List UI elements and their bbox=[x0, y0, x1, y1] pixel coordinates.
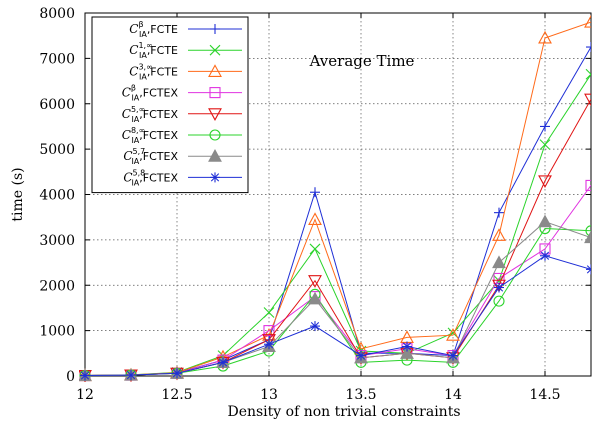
data-point bbox=[448, 350, 458, 361]
data-point bbox=[172, 368, 182, 379]
data-point bbox=[584, 14, 591, 28]
x-tick-label: 14 bbox=[444, 387, 462, 403]
data-point bbox=[538, 175, 552, 189]
data-point bbox=[493, 295, 505, 307]
data-point bbox=[402, 341, 412, 352]
data-point bbox=[310, 187, 320, 198]
series-6 bbox=[79, 222, 591, 382]
data-point bbox=[585, 225, 591, 237]
data-point bbox=[494, 207, 504, 218]
data-point bbox=[210, 24, 220, 34]
y-tick-label: 5000 bbox=[39, 142, 75, 158]
data-point bbox=[309, 243, 321, 255]
legend-item: Cβ IA,FCTEX bbox=[122, 84, 242, 103]
data-point bbox=[308, 291, 322, 305]
data-point bbox=[356, 350, 366, 361]
data-point bbox=[209, 87, 221, 99]
x-tick-label: 14.5 bbox=[529, 387, 560, 403]
data-point bbox=[539, 139, 551, 150]
data-point bbox=[585, 68, 591, 80]
data-point bbox=[218, 357, 228, 368]
y-tick-label: 8000 bbox=[39, 6, 75, 22]
data-point bbox=[264, 339, 274, 350]
legend-box bbox=[91, 16, 249, 194]
legend: Cβ IA,FCTE C1,∞ IA,FCTE C3,∞ IA,FCTE Cβ IA,FCTE… bbox=[91, 16, 249, 194]
y-tick-label: 6000 bbox=[39, 97, 75, 113]
data-point bbox=[209, 44, 221, 56]
data-point bbox=[310, 321, 320, 332]
legend-label: Cβ IA,FCTEX bbox=[122, 84, 179, 103]
legend-item: C1,∞ IA,FCTE bbox=[129, 41, 242, 60]
x-tick-label: 12.5 bbox=[161, 387, 192, 403]
legend-label: C3,∞ IA,FCTE bbox=[129, 62, 178, 81]
data-point bbox=[209, 129, 221, 141]
series-4 bbox=[79, 179, 591, 382]
data-point bbox=[585, 179, 591, 191]
data-point bbox=[584, 230, 591, 244]
y-axis-label: time (s) bbox=[10, 167, 26, 221]
data-point bbox=[540, 250, 550, 261]
legend-label: Cβ IA,FCTE bbox=[129, 20, 178, 39]
legend-label: C5,∞ IA,FCTEX bbox=[122, 105, 179, 124]
data-point bbox=[540, 121, 550, 132]
series-lines bbox=[79, 14, 591, 382]
series-8 bbox=[80, 250, 591, 381]
x-tick-label: 13 bbox=[260, 387, 278, 403]
y-tick-label: 3000 bbox=[39, 233, 75, 249]
axis-ticks: 12 12.5 13 13.5 14 14.5 0 1000 2000 3000 4000 5000 6… bbox=[39, 6, 591, 403]
legend-item: Cβ IA,FCTE bbox=[129, 20, 242, 39]
legend-item: C5,7 IA,FCTEX bbox=[123, 147, 242, 166]
legend-item: C3,∞ IA,FCTE bbox=[129, 62, 242, 81]
series-line bbox=[84, 185, 591, 376]
data-point bbox=[308, 212, 322, 226]
data-point bbox=[80, 370, 90, 381]
data-point bbox=[400, 346, 414, 359]
data-point bbox=[584, 93, 591, 107]
data-point bbox=[208, 108, 222, 121]
legend-item: C8,∞ IA,FCTEX bbox=[122, 126, 242, 145]
data-point bbox=[208, 149, 222, 162]
data-point bbox=[494, 282, 504, 293]
data-point bbox=[262, 334, 276, 347]
series-line bbox=[84, 221, 591, 376]
legend-label: C5,7 IA,FCTEX bbox=[123, 147, 178, 166]
x-axis-label: Density of non trivial constraints bbox=[227, 404, 460, 420]
legend-item: C5,∞ IA,FCTEX bbox=[122, 105, 242, 124]
data-point bbox=[263, 325, 275, 337]
chart-title: Average Time bbox=[309, 52, 415, 70]
data-point bbox=[210, 172, 220, 183]
y-tick-label: 1000 bbox=[39, 324, 75, 340]
data-point bbox=[492, 255, 506, 269]
y-tick-label: 2000 bbox=[39, 278, 75, 294]
data-point bbox=[586, 42, 591, 53]
y-tick-label: 0 bbox=[66, 369, 75, 385]
data-point bbox=[446, 328, 460, 341]
data-point bbox=[538, 214, 552, 228]
series-line bbox=[84, 255, 591, 376]
y-tick-label: 4000 bbox=[39, 188, 75, 204]
legend-label: C1,∞ IA,FCTE bbox=[129, 41, 178, 60]
x-tick-label: 12 bbox=[76, 387, 94, 403]
data-point bbox=[538, 30, 552, 44]
data-point bbox=[208, 64, 222, 77]
data-point bbox=[586, 264, 591, 275]
legend-item: C5,8 IA,FCTEX bbox=[123, 168, 242, 187]
data-point bbox=[492, 228, 506, 241]
data-point bbox=[263, 307, 275, 318]
series-7 bbox=[79, 214, 591, 382]
legend-label: C8,∞ IA,FCTEX bbox=[122, 126, 179, 145]
series-line bbox=[84, 227, 591, 376]
data-point bbox=[308, 275, 322, 288]
x-tick-label: 13.5 bbox=[345, 387, 376, 403]
data-point bbox=[126, 370, 136, 381]
legend-label: C5,8 IA,FCTEX bbox=[123, 168, 178, 187]
y-tick-label: 7000 bbox=[39, 51, 75, 67]
